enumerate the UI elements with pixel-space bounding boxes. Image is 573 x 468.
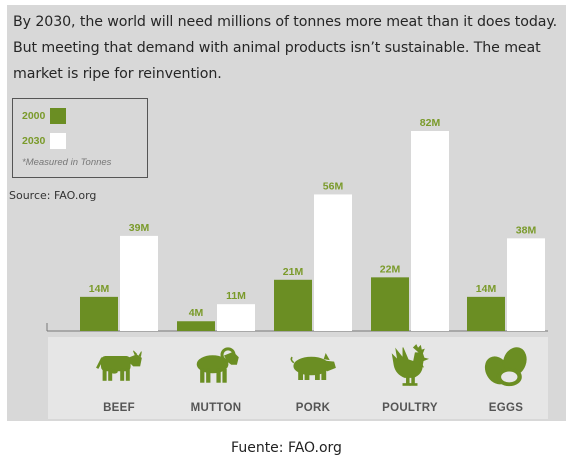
category-label-pork: PORK: [296, 402, 331, 414]
figure-caption: Fuente: FAO.org: [231, 440, 342, 456]
data-label-poultry-2030: 82M: [420, 117, 441, 129]
data-label-beef-2000: 14M: [89, 283, 110, 295]
category-label-poultry: POULTRY: [382, 402, 438, 414]
legend: 2000 2030 *Measured in Tonnes: [12, 98, 148, 178]
category-label-eggs: EGGS: [489, 402, 523, 414]
bar-beef-2000: [80, 296, 118, 331]
data-label-eggs-2030: 38M: [516, 224, 537, 236]
data-label-beef-2030: 39M: [129, 222, 150, 234]
legend-note: *Measured in Tonnes: [22, 157, 112, 168]
legend-label-2000: 2000: [22, 110, 46, 122]
legend-item-2030: 2030: [22, 133, 67, 149]
icon-band: [48, 337, 548, 419]
bar-eggs-2030: [507, 238, 545, 331]
data-label-eggs-2000: 14M: [476, 283, 497, 295]
bar-mutton-2000: [177, 321, 215, 331]
category-label-mutton: MUTTON: [191, 402, 242, 414]
data-label-pork-2030: 56M: [323, 180, 344, 192]
data-label-poultry-2000: 22M: [380, 263, 401, 275]
chart-layer: 14M 39M BEEF 4M 11M MUTTON 21M 56M PORK 22M 82M POU…: [46, 117, 548, 419]
bar-eggs-2000: [467, 296, 505, 331]
legend-label-2030: 2030: [22, 135, 46, 147]
data-label-mutton-2030: 11M: [226, 290, 246, 302]
legend-swatch-2000: [50, 108, 67, 124]
intro-text: By 2030, the world will need millions of…: [13, 14, 558, 82]
bar-mutton-2030: [217, 304, 255, 331]
data-label-pork-2000: 21M: [283, 266, 304, 278]
bar-poultry-2000: [371, 277, 409, 331]
legend-item-2000: 2000: [22, 108, 67, 124]
bar-poultry-2030: [411, 131, 449, 331]
data-label-mutton-2000: 4M: [189, 307, 204, 319]
bar-pork-2000: [274, 279, 312, 331]
bar-beef-2030: [120, 235, 158, 331]
category-label-beef: BEEF: [103, 402, 135, 414]
bar-pork-2030: [314, 194, 352, 331]
source-label: Source: FAO.org: [9, 189, 97, 202]
legend-swatch-2030: [50, 133, 67, 149]
